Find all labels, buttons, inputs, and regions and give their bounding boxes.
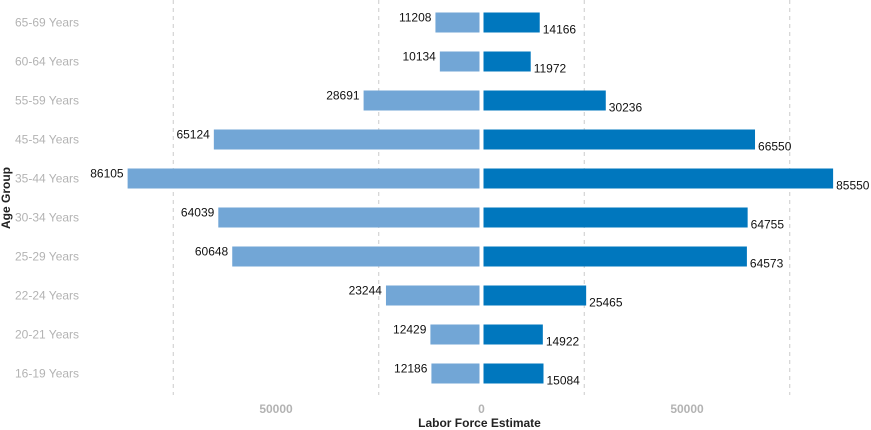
value-label-right-4: 64755 xyxy=(751,218,785,232)
bar-right-3 xyxy=(483,246,747,267)
bar-left-4 xyxy=(218,207,480,228)
value-label-left-3: 60648 xyxy=(195,245,229,259)
value-label-right-2: 25465 xyxy=(589,296,623,310)
value-label-left-2: 23244 xyxy=(349,284,383,298)
value-label-left-6: 65124 xyxy=(176,128,210,142)
value-label-left-7: 28691 xyxy=(326,89,360,103)
value-label-right-1: 14922 xyxy=(546,335,580,349)
category-label-4: 30-34 Years xyxy=(15,211,79,225)
bar-right-0 xyxy=(483,363,544,384)
bar-right-9 xyxy=(483,12,540,33)
x-tick-label-0: 50000 xyxy=(259,402,293,416)
bar-left-5 xyxy=(127,168,480,189)
y-axis-title: Age Group xyxy=(0,167,13,229)
value-label-right-5: 85550 xyxy=(836,179,870,193)
category-label-5: 35-44 Years xyxy=(15,172,79,186)
bar-left-0 xyxy=(431,363,480,384)
bar-left-9 xyxy=(435,12,480,33)
category-label-7: 55-59 Years xyxy=(15,94,79,108)
bar-left-8 xyxy=(439,51,480,72)
value-label-left-1: 12429 xyxy=(393,323,427,337)
category-label-3: 25-29 Years xyxy=(15,250,79,264)
category-label-9: 65-69 Years xyxy=(15,16,79,30)
value-label-right-9: 14166 xyxy=(543,23,577,37)
bar-left-7 xyxy=(363,90,480,111)
bar-left-2 xyxy=(385,285,480,306)
category-label-0: 16-19 Years xyxy=(15,367,79,381)
value-label-right-6: 66550 xyxy=(758,140,792,154)
bar-right-5 xyxy=(483,168,834,189)
value-label-left-0: 12186 xyxy=(394,362,428,376)
category-label-8: 60-64 Years xyxy=(15,55,79,69)
bar-right-6 xyxy=(483,129,756,150)
bar-left-6 xyxy=(213,129,480,150)
value-label-left-5: 86105 xyxy=(90,167,124,181)
bar-right-8 xyxy=(483,51,531,72)
x-tick-label-1: 0 xyxy=(478,402,485,416)
category-label-6: 45-54 Years xyxy=(15,133,79,147)
category-label-2: 22-24 Years xyxy=(15,289,79,303)
value-label-right-0: 15084 xyxy=(546,374,580,388)
bar-left-1 xyxy=(430,324,480,345)
bar-right-1 xyxy=(483,324,543,345)
value-label-left-9: 11208 xyxy=(399,11,432,25)
value-label-left-4: 64039 xyxy=(181,206,215,220)
value-label-right-8: 11972 xyxy=(534,62,567,76)
bar-right-7 xyxy=(483,90,606,111)
value-label-right-3: 64573 xyxy=(750,257,784,271)
category-label-1: 20-21 Years xyxy=(15,328,79,342)
x-tick-label-2: 50000 xyxy=(670,402,704,416)
value-label-left-8: 10134 xyxy=(402,50,436,64)
bar-left-3 xyxy=(232,246,480,267)
x-axis-title: Labor Force Estimate xyxy=(418,416,541,430)
bar-right-4 xyxy=(483,207,748,228)
bar-right-2 xyxy=(483,285,587,306)
value-label-right-7: 30236 xyxy=(609,101,643,115)
